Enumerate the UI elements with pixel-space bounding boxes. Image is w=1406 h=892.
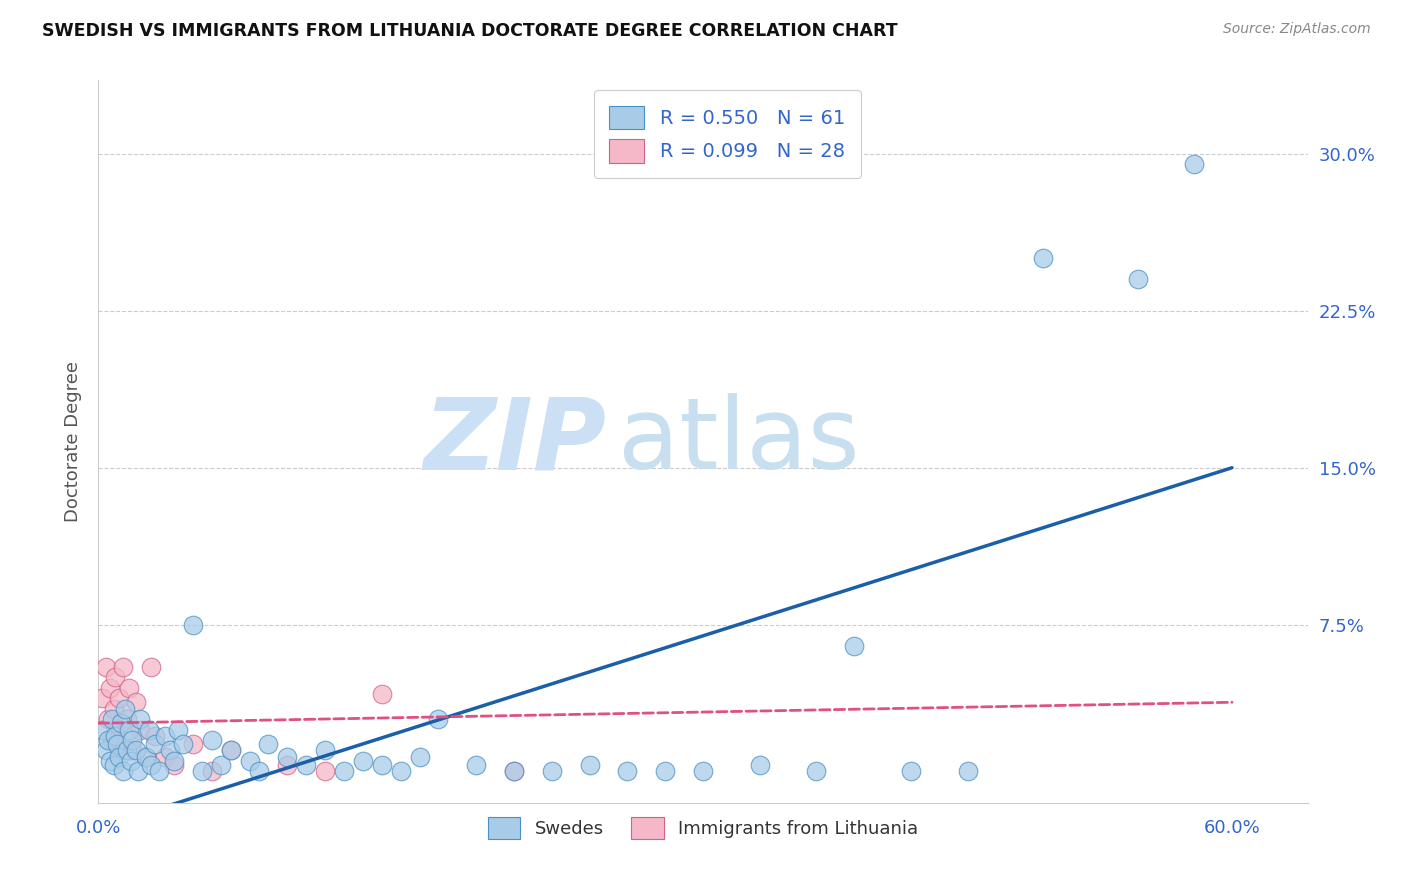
Point (103, 701, 125, 715)
Point (181, 737, 204, 751)
Point (163, 754, 186, 768)
Point (371, 758, 394, 772)
Point (125, 743, 148, 757)
Point (247, 764, 270, 779)
Point (295, 758, 318, 772)
Text: SWEDISH VS IMMIGRANTS FROM LITHUANIA DOCTORATE DEGREE CORRELATION CHART: SWEDISH VS IMMIGRANTS FROM LITHUANIA DOC… (42, 22, 898, 40)
Point (143, 729, 166, 743)
Point (209, 758, 232, 772)
Point (138, 723, 160, 737)
Point (748, 758, 770, 772)
Point (129, 723, 152, 737)
Point (159, 743, 181, 757)
Point (91, 691, 114, 706)
Text: Source: ZipAtlas.com: Source: ZipAtlas.com (1223, 22, 1371, 37)
Point (91, 723, 114, 737)
Point (371, 687, 394, 701)
Point (201, 764, 224, 779)
Point (191, 764, 214, 779)
Point (108, 749, 131, 764)
Point (166, 723, 188, 737)
Point (616, 764, 638, 779)
Point (219, 743, 242, 757)
Point (257, 737, 280, 751)
Point (94, 743, 117, 757)
Point (1032, 252, 1054, 266)
Point (100, 733, 122, 747)
Point (654, 764, 676, 779)
Point (153, 729, 176, 743)
Point (120, 754, 142, 768)
Point (115, 712, 138, 726)
Point (503, 764, 526, 779)
Point (352, 754, 374, 768)
Point (578, 758, 600, 772)
Point (314, 764, 336, 779)
Point (900, 764, 922, 779)
Point (239, 754, 262, 768)
Point (276, 749, 298, 764)
Point (333, 764, 356, 779)
Point (98, 681, 121, 695)
Point (98, 754, 121, 768)
Point (135, 749, 157, 764)
Point (1126, 272, 1149, 286)
Point (110, 743, 132, 757)
Point (1182, 157, 1205, 171)
Point (540, 764, 562, 779)
Point (201, 733, 224, 747)
Point (143, 737, 166, 751)
Point (125, 695, 148, 709)
Point (108, 691, 131, 706)
Point (114, 701, 136, 715)
Y-axis label: Doctorate Degree: Doctorate Degree (63, 361, 82, 522)
Text: ZIP: ZIP (423, 393, 606, 490)
Point (427, 712, 450, 726)
Point (111, 764, 134, 779)
Point (844, 639, 866, 653)
Point (100, 712, 122, 726)
Point (148, 764, 170, 779)
Point (181, 617, 204, 632)
Point (141, 659, 163, 673)
Point (408, 749, 430, 764)
Point (153, 749, 176, 764)
Point (956, 764, 979, 779)
Point (127, 764, 149, 779)
Point (692, 764, 714, 779)
Point (276, 758, 298, 772)
Point (389, 764, 412, 779)
Point (129, 712, 152, 726)
Point (105, 737, 128, 751)
Point (314, 743, 336, 757)
Point (465, 758, 488, 772)
Point (163, 758, 186, 772)
Text: atlas: atlas (619, 393, 860, 490)
Point (97, 712, 120, 726)
Point (97, 733, 120, 747)
Point (118, 723, 141, 737)
Point (172, 737, 194, 751)
Point (121, 733, 143, 747)
Point (141, 758, 163, 772)
Point (121, 743, 143, 757)
Point (135, 749, 157, 764)
Point (104, 670, 127, 684)
Point (503, 764, 526, 779)
Point (104, 729, 127, 743)
Point (110, 716, 132, 731)
Point (94, 659, 117, 673)
Point (105, 723, 128, 737)
Point (111, 659, 134, 673)
Point (806, 764, 828, 779)
Point (115, 743, 138, 757)
Point (219, 743, 242, 757)
Legend: Swedes, Immigrants from Lithuania: Swedes, Immigrants from Lithuania (479, 808, 927, 848)
Point (118, 681, 141, 695)
Point (103, 758, 125, 772)
